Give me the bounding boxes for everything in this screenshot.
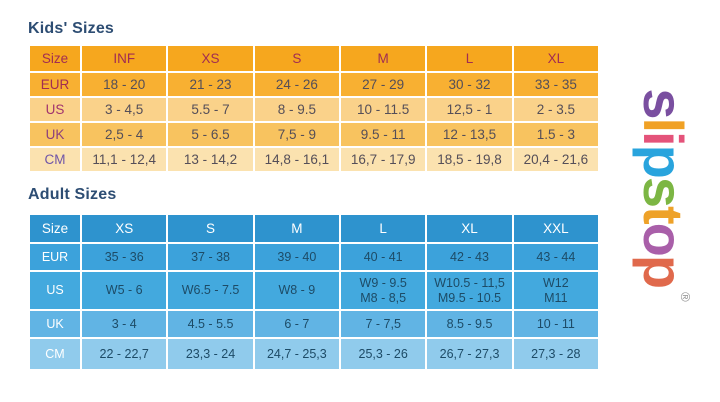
size-cell: 23,3 - 24: [168, 339, 253, 369]
row-label-us: US: [30, 272, 81, 309]
size-cell: 35 - 36: [82, 244, 167, 270]
column-header-s: S: [254, 46, 340, 71]
size-cell: 11,1 - 12,4: [82, 148, 167, 171]
row-label-cm: CM: [30, 339, 81, 369]
logo-letter: l: [632, 117, 695, 132]
size-cell: W9 - 9.5 M8 - 8,5: [341, 272, 426, 309]
kids-sizes-title: Kids' Sizes: [28, 20, 115, 37]
size-corner-header: Size: [30, 215, 81, 242]
size-cell: 3 - 4: [82, 311, 167, 337]
size-cell: W6.5 - 7.5: [168, 272, 253, 309]
size-cell: 18 - 20: [82, 73, 167, 96]
size-cell: 7 - 7,5: [341, 311, 426, 337]
row-label-eur: EUR: [30, 244, 81, 270]
size-cell: 12 - 13,5: [427, 123, 512, 146]
slipstop-logo: slipstop ®: [618, 35, 708, 355]
size-cell: 6 - 7: [254, 311, 340, 337]
kids-sizes-table: Size INF XS S M L XL EUR 18 - 20 21 - 23 24 - 26 27…: [28, 44, 600, 173]
table-row-us: US W5 - 6 W6.5 - 7.5 W8 - 9 W9 - 9.5 M8 - 8,…: [30, 272, 598, 309]
size-cell: W5 - 6: [82, 272, 167, 309]
column-header-l: L: [427, 46, 512, 71]
logo-letter: s: [632, 88, 695, 118]
size-cell: 43 - 44: [513, 244, 598, 270]
column-header-m: M: [254, 215, 340, 242]
size-cell: 7,5 - 9: [254, 123, 340, 146]
size-cell: 14,8 - 16,1: [254, 148, 340, 171]
column-header-xl: XL: [513, 46, 598, 71]
logo-letter: p: [632, 254, 695, 288]
logo-letter: t: [632, 205, 695, 223]
size-cell: 40 - 41: [341, 244, 426, 270]
column-header-xl: XL: [427, 215, 512, 242]
size-cell: 33 - 35: [513, 73, 598, 96]
size-cell: 5 - 6.5: [168, 123, 253, 146]
size-cell: 3 - 4,5: [82, 98, 167, 121]
size-cell: 10 - 11.5: [341, 98, 426, 121]
size-cell: 25,3 - 26: [341, 339, 426, 369]
size-cell: 27 - 29: [341, 73, 426, 96]
size-cell: 2 - 3.5: [513, 98, 598, 121]
size-cell: W10.5 - 11,5 M9.5 - 10.5: [427, 272, 512, 309]
row-label-eur: EUR: [30, 73, 81, 96]
size-corner-header: Size: [30, 46, 81, 71]
row-label-us: US: [30, 98, 81, 121]
row-label-uk: UK: [30, 311, 81, 337]
column-header-xs: XS: [82, 215, 167, 242]
column-header-m: M: [341, 46, 426, 71]
row-label-cm: CM: [30, 148, 81, 171]
row-label-uk: UK: [30, 123, 81, 146]
size-cell: 39 - 40: [254, 244, 340, 270]
column-header-s: S: [168, 215, 253, 242]
size-cell: 27,3 - 28: [513, 339, 598, 369]
size-cell: 4.5 - 5.5: [168, 311, 253, 337]
size-cell: 5.5 - 7: [168, 98, 253, 121]
logo-letter: i: [632, 131, 695, 145]
size-cell: 9.5 - 11: [341, 123, 426, 146]
size-cell: W12 M11: [513, 272, 598, 309]
table-row-cm: CM 22 - 22,7 23,3 - 24 24,7 - 25,3 25,3 - 26…: [30, 339, 598, 369]
size-cell: 12,5 - 1: [427, 98, 512, 121]
slipstop-logo-letters: slipstop: [632, 88, 695, 287]
size-cell: 8.5 - 9.5: [427, 311, 512, 337]
logo-letter: o: [632, 222, 695, 255]
size-cell: 24 - 26: [254, 73, 340, 96]
size-cell: 26,7 - 27,3: [427, 339, 512, 369]
size-cell: 37 - 38: [168, 244, 253, 270]
size-cell: W8 - 9: [254, 272, 340, 309]
adult-sizes-title: Adult Sizes: [28, 186, 117, 203]
size-cell: 2,5 - 4: [82, 123, 167, 146]
size-cell: 24,7 - 25,3: [254, 339, 340, 369]
size-cell: 22 - 22,7: [82, 339, 167, 369]
column-header-xs: XS: [168, 46, 253, 71]
table-row-eur: EUR 18 - 20 21 - 23 24 - 26 27 - 29 30 - 32 33…: [30, 73, 598, 96]
adult-sizes-table: Size XS S M L XL XXL EUR 35 - 36 37 - 38 39 - 40 40…: [28, 213, 600, 371]
registered-trademark-icon: ®: [678, 292, 693, 302]
table-row-eur: EUR 35 - 36 37 - 38 39 - 40 40 - 41 42 - 43 43…: [30, 244, 598, 270]
column-header-l: L: [341, 215, 426, 242]
size-cell: 1.5 - 3: [513, 123, 598, 146]
size-cell: 21 - 23: [168, 73, 253, 96]
size-cell: 18,5 - 19,8: [427, 148, 512, 171]
column-header-inf: INF: [82, 46, 167, 71]
size-cell: 20,4 - 21,6: [513, 148, 598, 171]
column-header-xxl: XXL: [513, 215, 598, 242]
size-cell: 16,7 - 17,9: [341, 148, 426, 171]
size-cell: 8 - 9.5: [254, 98, 340, 121]
size-cell: 30 - 32: [427, 73, 512, 96]
logo-letter: p: [632, 144, 695, 177]
size-cell: 42 - 43: [427, 244, 512, 270]
logo-letter: s: [632, 176, 695, 206]
size-cell: 10 - 11: [513, 311, 598, 337]
size-cell: 13 - 14,2: [168, 148, 253, 171]
table-row-cm: CM 11,1 - 12,4 13 - 14,2 14,8 - 16,1 16,7 - …: [30, 148, 598, 171]
